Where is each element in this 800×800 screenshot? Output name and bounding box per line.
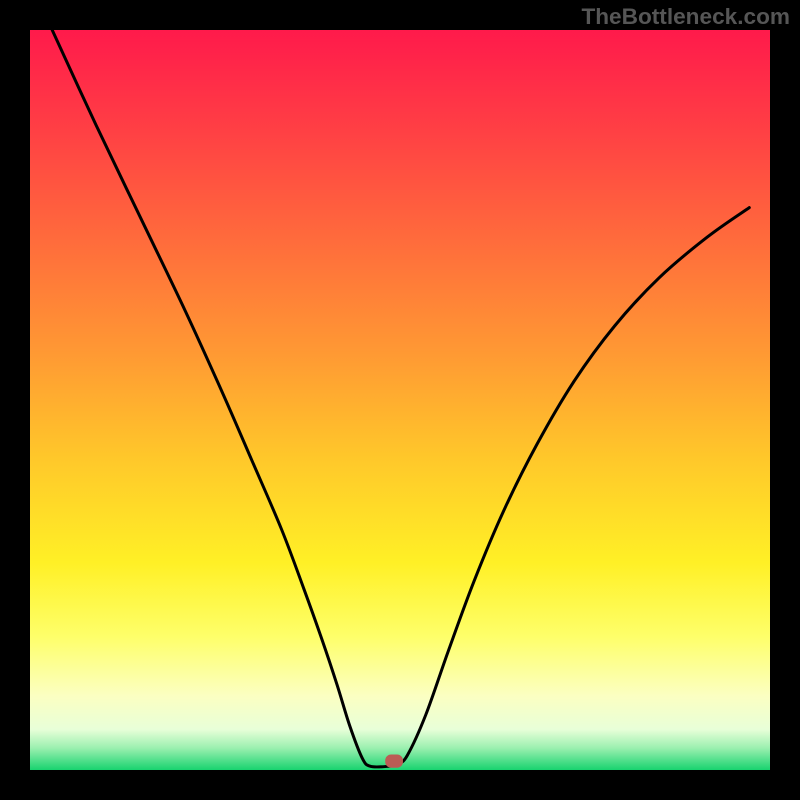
bottleneck-chart (0, 0, 800, 800)
minimum-marker (385, 754, 403, 767)
source-watermark: TheBottleneck.com (581, 4, 790, 30)
plot-area (30, 30, 770, 770)
